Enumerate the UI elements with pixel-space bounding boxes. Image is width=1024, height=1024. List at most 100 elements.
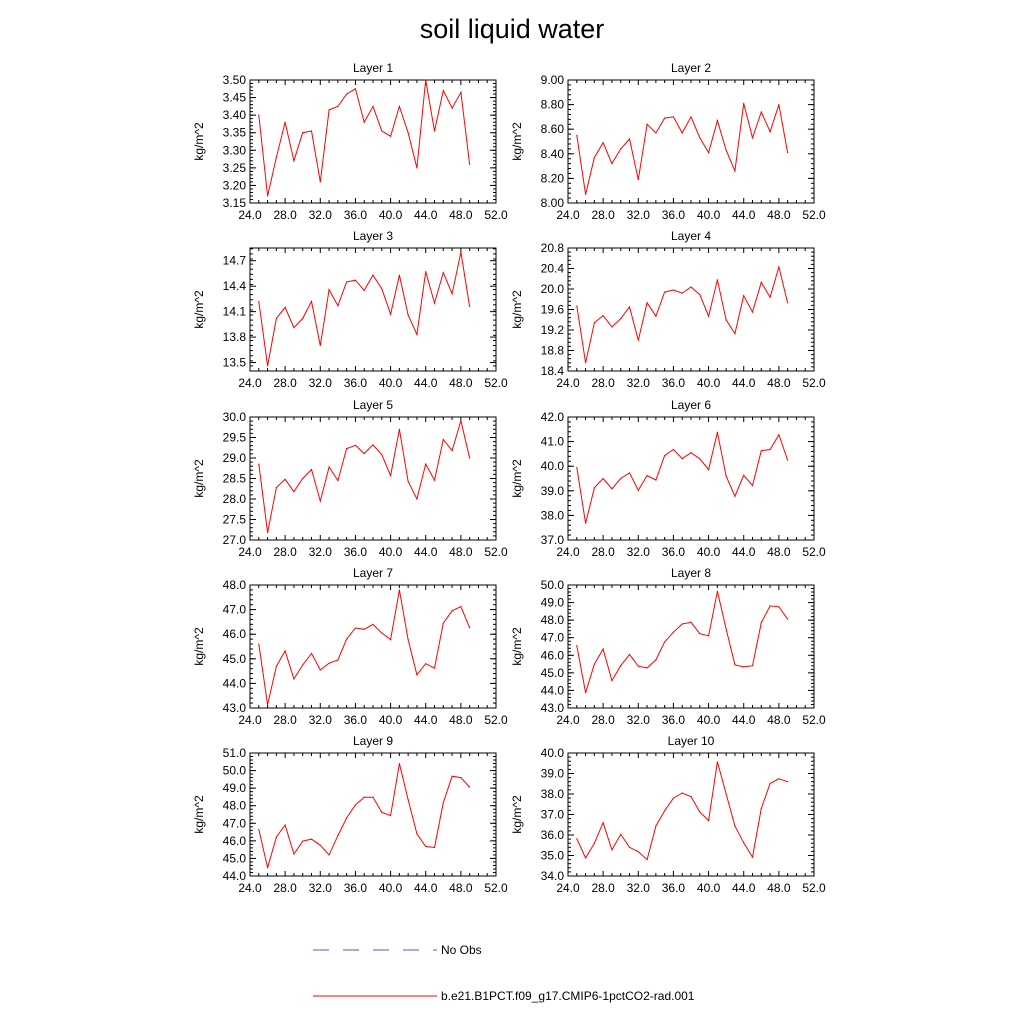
data-point bbox=[354, 444, 357, 446]
x-tick-label: 32.0 bbox=[309, 713, 333, 727]
data-point bbox=[266, 365, 269, 367]
data-point bbox=[646, 474, 648, 477]
series-line bbox=[258, 252, 471, 366]
x-tick-label: 52.0 bbox=[802, 713, 826, 727]
y-tick-label: 13.5 bbox=[223, 356, 247, 370]
y-tick-label: 43.0 bbox=[223, 701, 247, 715]
legend-label-run: b.e21.B1PCT.f09_g17.CMIP6-1pctCO2-rad.00… bbox=[441, 989, 695, 1003]
x-tick-label: 28.0 bbox=[591, 713, 615, 727]
data-point bbox=[328, 109, 330, 111]
figure-title: soil liquid water bbox=[419, 14, 605, 44]
y-tick-label: 50.0 bbox=[541, 578, 565, 592]
data-point bbox=[425, 845, 427, 848]
panel-layer-8: Layer 8 24.0 28.0 32.0 36.0 40.0 44.0 48.0 52.0 4… bbox=[510, 566, 826, 727]
x-tick-label: 28.0 bbox=[591, 545, 615, 559]
data-point bbox=[743, 666, 745, 668]
plot-frame bbox=[249, 416, 497, 541]
data-point bbox=[707, 820, 710, 822]
data-point bbox=[284, 306, 286, 308]
data-point bbox=[354, 279, 357, 281]
panel-layer-9: Layer 9 24.0 28.0 32.0 36.0 40.0 44.0 48.0 52.0 4… bbox=[192, 734, 508, 895]
data-point bbox=[284, 824, 286, 826]
y-tick-label: 49.0 bbox=[541, 596, 565, 610]
data-point bbox=[389, 475, 392, 477]
data-point bbox=[620, 477, 622, 480]
data-point bbox=[433, 667, 436, 669]
data-point bbox=[681, 457, 683, 460]
plot-frame bbox=[249, 79, 497, 204]
data-point bbox=[319, 669, 321, 671]
data-point bbox=[337, 479, 339, 482]
y-tick-label: 19.6 bbox=[541, 303, 565, 317]
data-point bbox=[778, 104, 780, 106]
data-point bbox=[655, 479, 657, 481]
y-tick-label: 48.0 bbox=[223, 578, 247, 592]
y-tick-label: 45.0 bbox=[223, 851, 247, 865]
data-point bbox=[611, 679, 613, 682]
data-point bbox=[716, 279, 718, 281]
y-tick-label: 3.35 bbox=[223, 126, 247, 140]
x-tick-label: 52.0 bbox=[484, 208, 508, 222]
data-point bbox=[778, 778, 780, 780]
data-point bbox=[433, 479, 436, 481]
y-tick-label: 29.0 bbox=[223, 451, 247, 465]
y-tick-label: 29.5 bbox=[223, 431, 247, 445]
data-point bbox=[372, 274, 374, 276]
data-point bbox=[787, 781, 789, 783]
x-tick-label: 48.0 bbox=[449, 881, 473, 895]
y-tick-label: 43.0 bbox=[541, 701, 565, 715]
series-line bbox=[576, 761, 788, 861]
panel-layer-3: Layer 3 24.0 28.0 32.0 36.0 40.0 44.0 48.0 52.0 1… bbox=[192, 229, 508, 390]
y-tick-label: 14.7 bbox=[223, 254, 247, 268]
x-tick-label: 52.0 bbox=[484, 713, 508, 727]
data-point bbox=[751, 665, 754, 667]
data-point bbox=[602, 648, 604, 650]
data-point bbox=[690, 116, 692, 118]
data-point bbox=[778, 266, 780, 268]
data-point bbox=[451, 450, 453, 452]
x-tick-label: 36.0 bbox=[662, 713, 686, 727]
data-point bbox=[725, 628, 727, 630]
series-line bbox=[576, 591, 789, 693]
x-tick-label: 24.0 bbox=[556, 376, 580, 390]
plot-frame bbox=[567, 416, 815, 541]
data-point bbox=[602, 822, 604, 824]
data-point bbox=[346, 817, 348, 819]
y-tick-label: 14.4 bbox=[223, 279, 247, 293]
data-point bbox=[620, 833, 622, 835]
x-tick-label: 28.0 bbox=[591, 881, 615, 895]
plot-frame bbox=[249, 752, 497, 877]
y-tick-label: 46.0 bbox=[223, 834, 247, 848]
y-tick-label: 3.25 bbox=[223, 161, 247, 175]
x-tick-label: 24.0 bbox=[238, 208, 262, 222]
x-tick-label: 40.0 bbox=[379, 545, 403, 559]
data-point bbox=[751, 137, 754, 139]
series-line bbox=[258, 79, 471, 197]
data-point bbox=[707, 151, 710, 154]
data-point bbox=[407, 798, 409, 801]
x-tick-label: 24.0 bbox=[556, 545, 580, 559]
data-point bbox=[716, 431, 718, 433]
x-tick-label: 48.0 bbox=[449, 713, 473, 727]
x-tick-label: 44.0 bbox=[732, 713, 756, 727]
data-point bbox=[389, 639, 392, 641]
data-point bbox=[672, 116, 675, 118]
y-tick-label: 48.0 bbox=[223, 799, 247, 813]
y-tick-label: 37.0 bbox=[541, 808, 565, 822]
data-point bbox=[664, 810, 666, 812]
y-tick-label: 45.0 bbox=[541, 666, 565, 680]
panel-title: Layer 3 bbox=[353, 229, 393, 243]
data-point bbox=[637, 665, 639, 667]
data-point bbox=[354, 627, 357, 629]
y-tick-label: 19.2 bbox=[541, 323, 565, 337]
x-tick-label: 40.0 bbox=[697, 881, 721, 895]
data-point bbox=[646, 667, 648, 669]
y-tick-label: 44.0 bbox=[541, 683, 565, 697]
data-point bbox=[469, 786, 471, 788]
x-tick-label: 48.0 bbox=[449, 208, 473, 222]
y-tick-label: 8.40 bbox=[541, 147, 565, 161]
series-line bbox=[258, 763, 470, 868]
data-point bbox=[637, 339, 639, 341]
data-point bbox=[346, 447, 348, 450]
y-tick-label: 42.0 bbox=[541, 410, 565, 424]
